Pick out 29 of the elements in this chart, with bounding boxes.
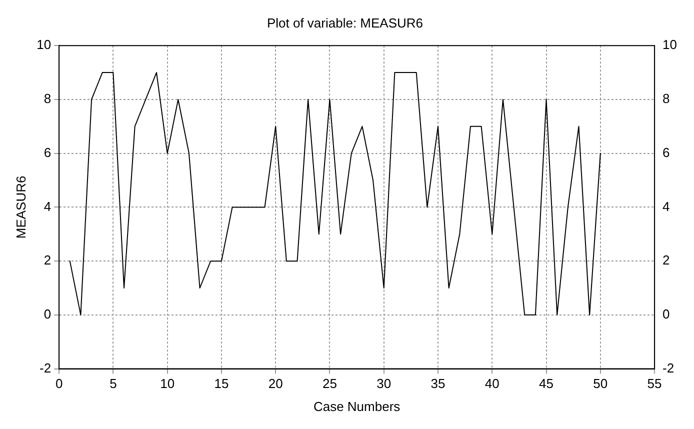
y-tick-label: -2 [39,360,52,376]
x-tick-label: 40 [484,376,500,392]
y2-tick-label: 6 [662,144,670,160]
chart-title: Plot of variable: MEASUR6 [266,15,424,30]
x-tick-label: 10 [160,376,175,392]
x-tick-label: 35 [430,376,446,392]
x-tick-label: 20 [268,376,283,392]
x-tick-label: 30 [376,376,392,392]
y2-tick-label: 4 [662,198,670,214]
y2-tick-label: 10 [662,37,678,52]
x-tick-label: 0 [55,376,63,392]
y-tick-label: 4 [44,198,52,214]
x-tick-label: 15 [214,376,229,392]
x-tick-label: 45 [539,376,554,392]
x-tick-label: 25 [322,376,337,392]
y2-tick-label: 2 [662,252,670,268]
y-axis-title: MEASUR6 [13,176,28,239]
y-tick-label: 6 [44,144,52,160]
y-tick-label: 8 [44,91,52,106]
y-tick-label: 0 [44,306,52,322]
y-tick-label: 2 [44,252,52,268]
y2-tick-label: 8 [662,91,670,106]
x-tick-label: 50 [593,376,608,392]
x-axis-title: Case Numbers [313,398,401,414]
y-tick-label: 10 [36,37,52,52]
y2-tick-label: -2 [662,360,674,376]
x-tick-label: 5 [110,376,117,392]
y2-tick-label: 0 [662,306,670,322]
x-tick-label: 55 [647,376,662,392]
